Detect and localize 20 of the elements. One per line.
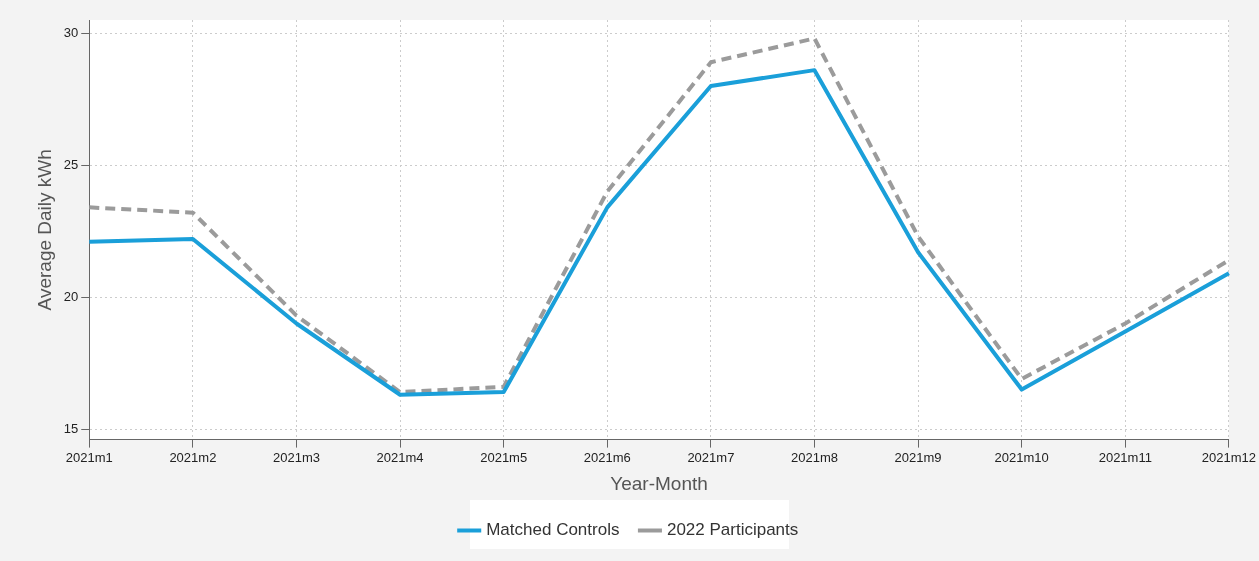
x-tick-label: 2021m4 [376,449,424,465]
legend-label: 2022 Participants [666,520,799,540]
x-axis-title: Year-Month [610,472,708,494]
y-tick-label: 30 [63,24,79,40]
y-axis-title: Average Daily kWh [33,149,55,311]
x-tick-label: 2021m5 [480,449,528,465]
x-tick-label: 2021m9 [894,449,942,465]
x-tick-label: 2021m6 [583,449,631,465]
x-tick-label: 2021m1 [65,449,113,465]
x-tick-label: 2021m10 [994,449,1049,465]
y-tick-label: 25 [63,156,79,172]
x-tick-label: 2021m3 [272,449,320,465]
y-tick-label: 20 [63,288,79,304]
x-tick-label: 2021m7 [687,449,735,465]
legend-label: Matched Controls [486,520,620,540]
x-tick-label: 2021m12 [1201,449,1256,465]
y-tick-label: 15 [63,420,79,436]
x-tick-label: 2021m8 [790,449,838,465]
x-tick-label: 2021m11 [1098,449,1152,465]
x-tick-label: 2021m2 [169,449,217,465]
